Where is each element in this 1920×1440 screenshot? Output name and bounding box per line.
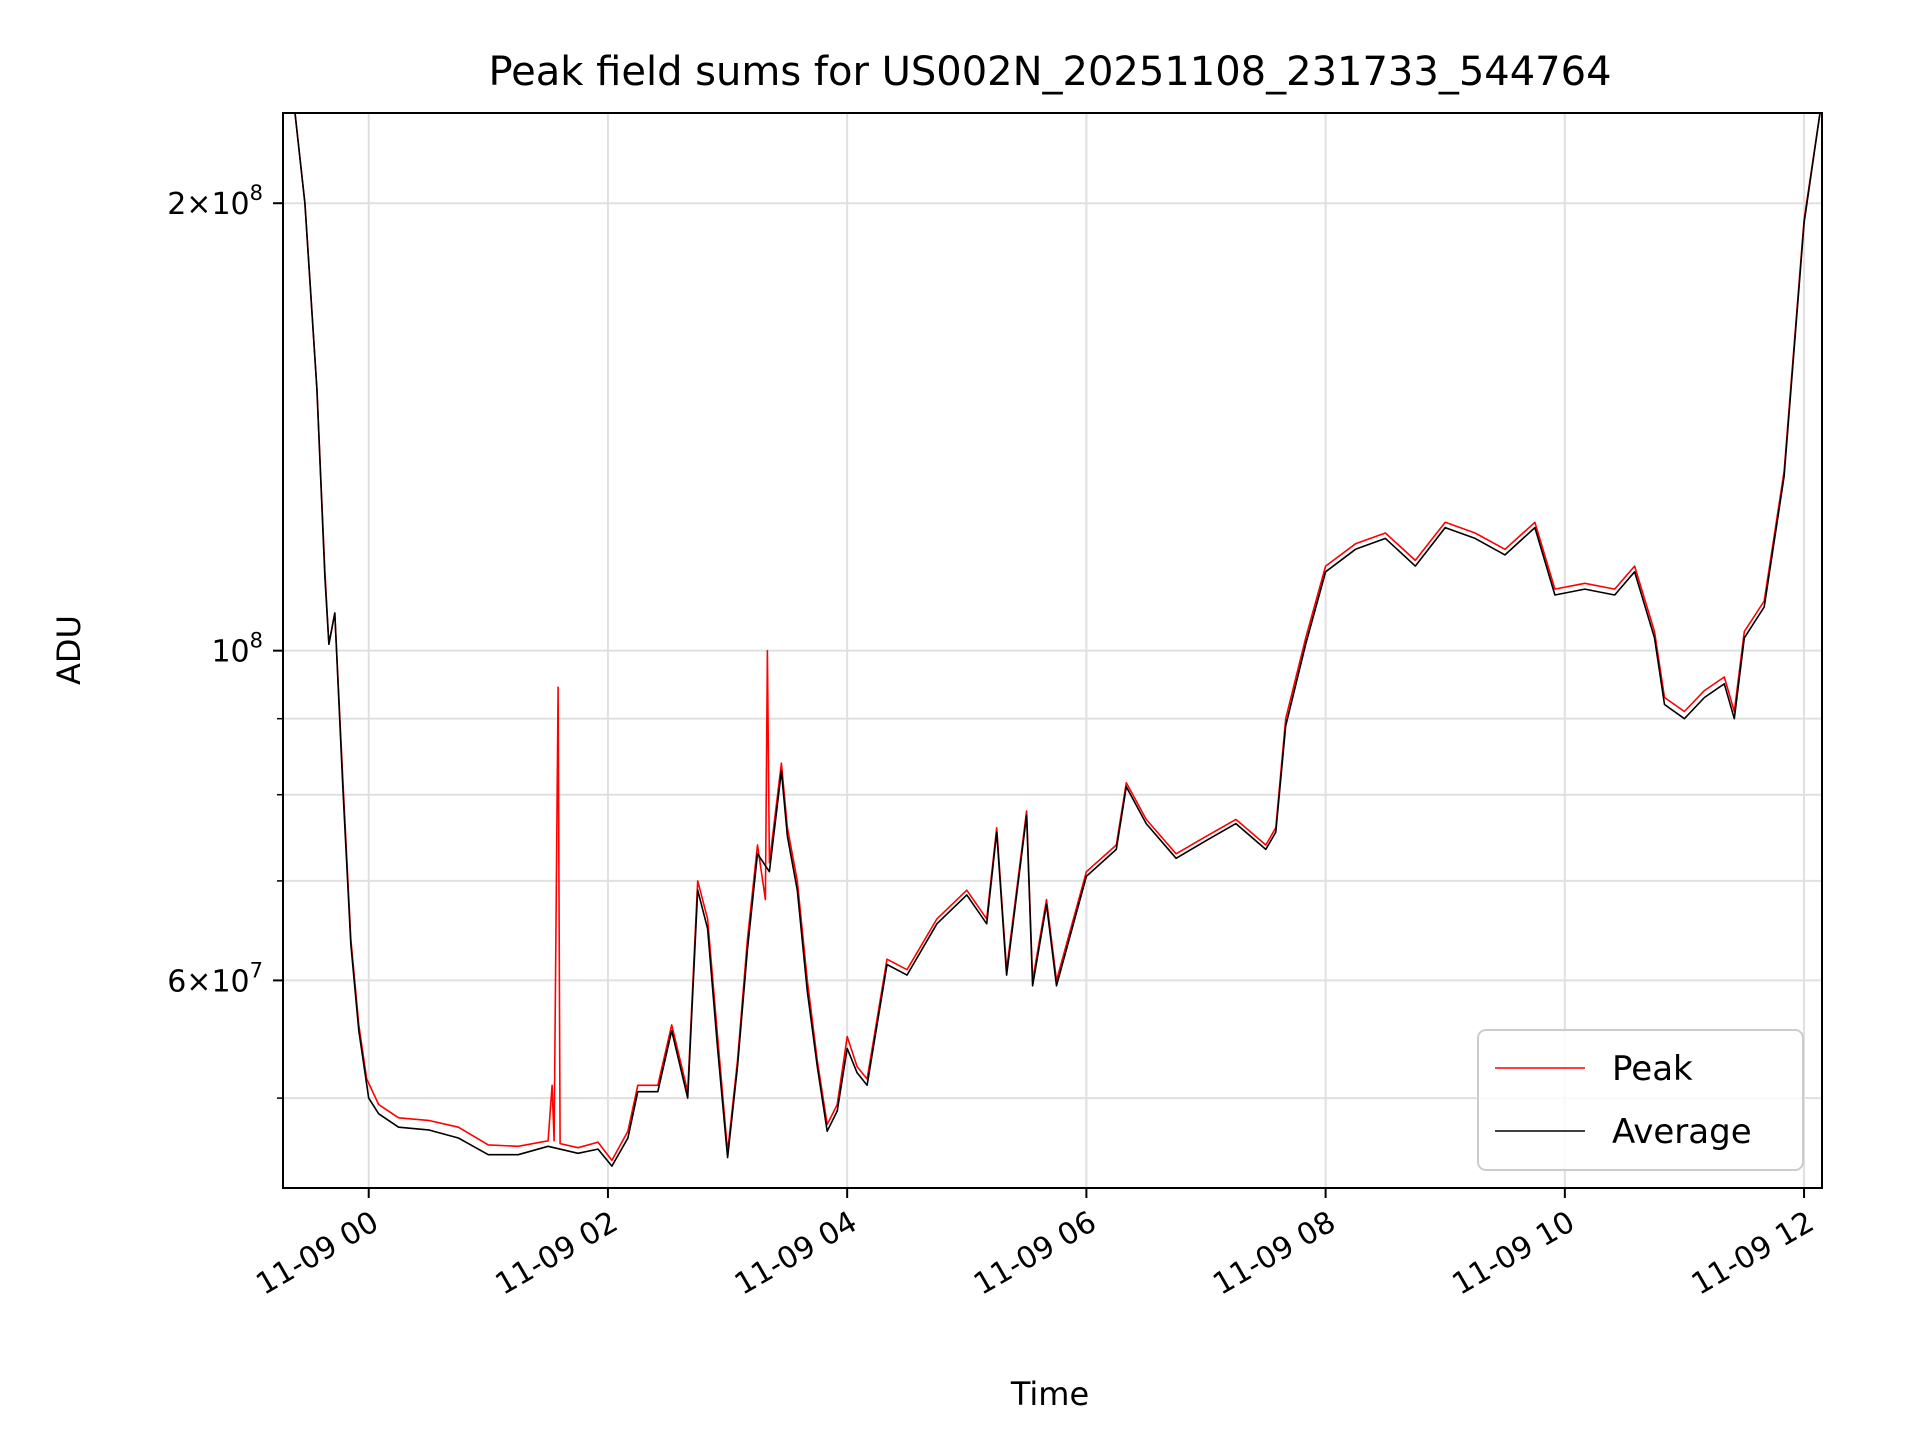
x-axis-label: Time bbox=[1010, 1375, 1089, 1413]
series-line-average bbox=[294, 113, 1821, 1167]
legend: Peak Average bbox=[1477, 1029, 1804, 1171]
y-axis-label: ADU bbox=[50, 615, 88, 685]
y-axis-ticks: 2×108 108 6×107 bbox=[167, 181, 283, 1099]
series-lines bbox=[294, 113, 1821, 1167]
legend-box bbox=[1477, 1029, 1804, 1171]
series-line-peak bbox=[294, 113, 1821, 1162]
legend-label-peak: Peak bbox=[1612, 1049, 1693, 1089]
y-tick-label: 6×107 bbox=[167, 958, 263, 999]
grid-lines bbox=[283, 113, 1822, 1188]
y-tick-label: 108 bbox=[211, 629, 263, 670]
chart-title: Peak field sums for US002N_20251108_2317… bbox=[488, 49, 1611, 95]
y-tick-label: 2×108 bbox=[167, 181, 263, 222]
legend-label-average: Average bbox=[1612, 1112, 1752, 1152]
